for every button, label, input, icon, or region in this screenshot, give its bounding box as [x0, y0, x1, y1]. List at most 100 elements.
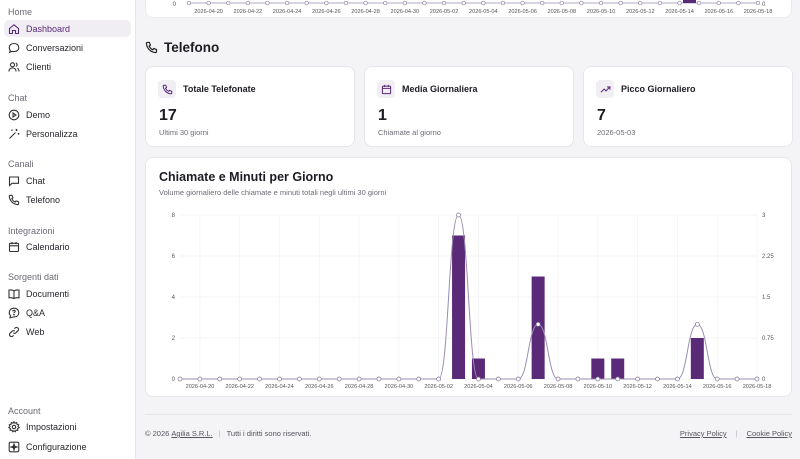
- sidebar-item-personalizza[interactable]: Personalizza: [4, 125, 131, 142]
- calls-minutes-chart: 0 2 4 6 8 0 0.75 1.5 2.25 3 2026-04-20 2026-04-22 20…: [172, 212, 774, 390]
- sidebar-item-clienti[interactable]: Clienti: [4, 58, 131, 75]
- chart-line-point: [277, 376, 282, 382]
- previous-chart-x-tick-label: 2026-05-18: [744, 9, 773, 15]
- chart-y-right-tick-label: 1.5: [762, 295, 771, 301]
- sidebar-item-label: Configurazione: [26, 441, 87, 452]
- chart-line-point: [754, 376, 760, 382]
- previous-chart-axis: 0 0 2026-04-20 2026-04-22 2026-04-24 2026-04-…: [145, 0, 792, 18]
- sidebar-item-label: Calendario: [26, 241, 70, 252]
- chart-x-tick-label: 2026-04-24: [265, 384, 294, 390]
- sidebar-item-dashboard[interactable]: Dashboard: [4, 20, 131, 37]
- previous-chart-point: [755, 0, 761, 6]
- footer-rights: Tutti i diritti sono riservati.: [226, 429, 312, 438]
- chart-y-left-tick-label: 2: [172, 336, 176, 342]
- previous-chart-x-tick-label: 2026-04-26: [312, 9, 341, 15]
- chart-line-point: [316, 376, 322, 382]
- chart-x-tick-label: 2026-05-12: [623, 384, 652, 390]
- previous-chart-point: [363, 0, 368, 6]
- sidebar: Home Dashboard Conversazioni Clienti Cha…: [0, 0, 136, 459]
- chart-y-right-tick-label: 3: [762, 213, 766, 219]
- previous-chart-axis-svg: 0 0 2026-04-20 2026-04-22 2026-04-24 2026-04-…: [173, 0, 773, 15]
- chart-title: Chiamate e Minuti per Giorno: [159, 170, 334, 184]
- previous-chart-left-tick: 0: [173, 2, 177, 8]
- previous-chart-point: [520, 0, 525, 6]
- calendar-icon: [377, 80, 395, 98]
- sidebar-item-label: Dashboard: [26, 23, 71, 34]
- cookie-policy-link[interactable]: Cookie Policy: [746, 429, 792, 438]
- previous-chart-x-tick-label: 2026-04-24: [273, 9, 302, 15]
- company-link[interactable]: Agilia S.R.L.: [171, 429, 213, 438]
- chart-bar: [690, 338, 704, 379]
- sidebar-item-telefono[interactable]: Telefono: [4, 191, 131, 208]
- section-header: Telefono: [145, 40, 219, 55]
- sidebar-item-web[interactable]: Web: [4, 323, 131, 340]
- chart-line-point: [376, 376, 382, 382]
- chart-x-tick-label: 2026-05-02: [424, 384, 453, 390]
- sidebar-item-label: Documenti: [26, 288, 70, 299]
- link-icon: [8, 326, 20, 338]
- magic-wand-icon: [8, 128, 20, 140]
- sidebar-item-qa[interactable]: Q&A: [4, 304, 131, 321]
- chart-x-tick-label: 2026-04-26: [305, 384, 334, 390]
- previous-chart-x-tick-label: 2026-05-08: [547, 9, 576, 15]
- chart-x-tick-label: 2026-05-08: [544, 384, 573, 390]
- sidebar-item-documenti[interactable]: Documenti: [4, 285, 131, 302]
- chart-bar: [531, 276, 545, 379]
- previous-chart-point: [696, 0, 702, 6]
- chart-line-point: [495, 376, 501, 382]
- previous-chart-right-tick: 0: [762, 2, 766, 8]
- chart-line-point: [237, 376, 243, 382]
- sidebar-section-title: Integrazioni: [8, 226, 55, 236]
- gear-icon: [8, 420, 20, 433]
- card-title: Media Giornaliera: [402, 84, 478, 94]
- previous-chart-x-tick-label: 2026-04-30: [391, 9, 420, 15]
- previous-chart-point: [736, 0, 741, 6]
- chart-line-point: [535, 321, 541, 327]
- stat-card-picco-giornaliero: Picco Giornaliero 7 2026-05-03: [583, 66, 793, 147]
- previous-chart-x-tick-label: 2026-05-16: [704, 9, 733, 15]
- chart-bar: [611, 358, 625, 379]
- previous-chart-point: [657, 0, 663, 6]
- chart-line-point: [197, 376, 203, 382]
- previous-chart-point: [579, 0, 584, 6]
- message-square-icon: [8, 175, 20, 187]
- previous-chart-x-tick-label: 2026-05-04: [469, 9, 498, 15]
- phone-icon: [145, 41, 158, 54]
- chart-line-point: [615, 376, 621, 382]
- sidebar-item-configurazione[interactable]: Configurazione: [4, 438, 131, 455]
- card-value: 1: [378, 107, 387, 124]
- chart-x-tick-label: 2026-05-10: [584, 384, 613, 390]
- previous-chart-point: [265, 0, 270, 6]
- sidebar-item-conversazioni[interactable]: Conversazioni: [4, 39, 131, 56]
- chart-line-point: [694, 321, 700, 327]
- previous-chart-bar: [683, 0, 696, 3]
- sidebar-item-calendario[interactable]: Calendario: [4, 238, 131, 255]
- chart-line-point: [257, 376, 262, 382]
- previous-chart-point: [343, 0, 349, 6]
- sidebar-item-label: Impostazioni: [26, 421, 77, 432]
- privacy-policy-link[interactable]: Privacy Policy: [679, 429, 727, 438]
- sidebar-item-label: Web: [26, 326, 45, 337]
- previous-chart-x-tick-label: 2026-05-06: [508, 9, 537, 15]
- users-icon: [8, 61, 20, 73]
- sidebar-item-chat[interactable]: Chat: [4, 172, 131, 189]
- trending-up-icon: [596, 80, 614, 98]
- previous-chart-x-tick-label: 2026-05-02: [430, 9, 459, 15]
- chart-line-point: [436, 376, 442, 382]
- previous-chart-point: [226, 0, 231, 6]
- chart-y-right-tick-label: 0.75: [762, 336, 774, 342]
- card-value: 17: [159, 107, 177, 124]
- chart-line-point: [515, 376, 521, 382]
- sidebar-item-label: Telefono: [26, 194, 61, 205]
- sidebar-item-impostazioni[interactable]: Impostazioni: [4, 418, 131, 435]
- sidebar-item-demo[interactable]: Demo: [4, 106, 131, 123]
- previous-chart-point: [559, 0, 564, 6]
- stat-card-media-giornaliera: Media Giornaliera 1 Chiamate al giorno: [364, 66, 574, 147]
- previous-chart-x-tick-label: 2026-04-22: [234, 9, 263, 15]
- phone-icon: [8, 194, 20, 206]
- chart-line-point: [714, 376, 720, 382]
- sidebar-item-label: Chat: [26, 175, 46, 186]
- play-circle-icon: [8, 109, 20, 121]
- previous-chart-point: [383, 0, 388, 6]
- card-title: Picco Giornaliero: [621, 84, 696, 94]
